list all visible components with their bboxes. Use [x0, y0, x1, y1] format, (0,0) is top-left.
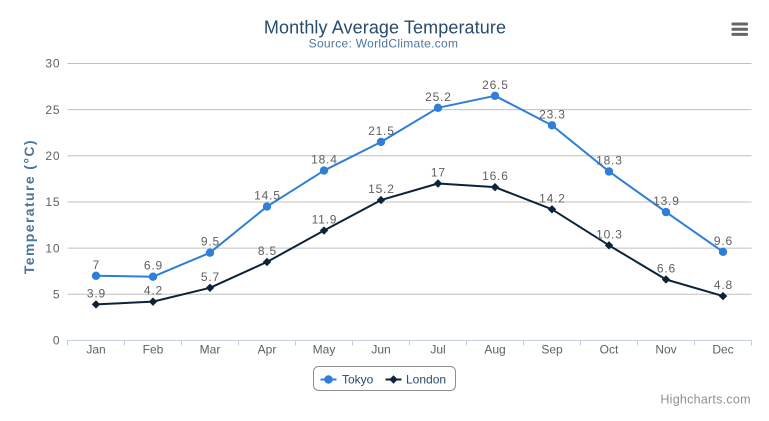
svg-text:Temperature (°C): Temperature (°C) — [21, 139, 37, 274]
svg-text:Jul: Jul — [430, 343, 445, 357]
svg-text:10.3: 10.3 — [596, 227, 623, 241]
svg-text:4.8: 4.8 — [714, 278, 733, 292]
svg-text:18.3: 18.3 — [596, 154, 623, 168]
svg-text:7: 7 — [93, 258, 100, 272]
svg-text:Highcharts.com: Highcharts.com — [660, 392, 750, 406]
svg-text:9.5: 9.5 — [201, 235, 220, 249]
svg-text:Source: WorldClimate.com: Source: WorldClimate.com — [309, 37, 459, 51]
svg-text:4.2: 4.2 — [144, 284, 163, 298]
svg-text:11.9: 11.9 — [312, 213, 338, 227]
svg-text:21.5: 21.5 — [368, 124, 395, 138]
svg-text:Nov: Nov — [655, 343, 676, 357]
svg-text:Feb: Feb — [143, 343, 164, 357]
svg-text:10: 10 — [45, 241, 60, 255]
svg-text:17: 17 — [431, 166, 446, 180]
svg-text:30: 30 — [45, 57, 60, 71]
svg-text:Monthly Average Temperature: Monthly Average Temperature — [264, 18, 506, 38]
svg-text:Oct: Oct — [600, 343, 619, 357]
svg-text:18.4: 18.4 — [311, 153, 338, 167]
svg-text:26.5: 26.5 — [482, 78, 509, 92]
svg-text:6.9: 6.9 — [144, 259, 163, 273]
svg-text:16.6: 16.6 — [482, 169, 509, 183]
svg-text:Jun: Jun — [371, 343, 390, 357]
svg-text:15: 15 — [45, 195, 60, 209]
svg-text:25: 25 — [45, 103, 60, 117]
svg-text:London: London — [406, 373, 446, 387]
svg-text:Mar: Mar — [200, 343, 221, 357]
svg-text:8.5: 8.5 — [258, 244, 277, 258]
svg-text:Dec: Dec — [712, 343, 733, 357]
svg-text:23.3: 23.3 — [539, 107, 566, 121]
svg-text:3.9: 3.9 — [87, 286, 106, 300]
svg-text:15.2: 15.2 — [368, 182, 395, 196]
svg-text:Jan: Jan — [86, 343, 105, 357]
svg-text:Sep: Sep — [541, 343, 563, 357]
svg-text:5: 5 — [53, 287, 60, 301]
svg-text:13.9: 13.9 — [653, 194, 680, 208]
svg-text:20: 20 — [45, 149, 60, 163]
svg-text:5.7: 5.7 — [201, 270, 220, 284]
svg-text:6.6: 6.6 — [657, 262, 676, 276]
svg-text:25.2: 25.2 — [425, 90, 452, 104]
svg-text:Aug: Aug — [484, 343, 505, 357]
svg-text:Tokyo: Tokyo — [342, 373, 374, 387]
svg-text:14.2: 14.2 — [539, 191, 566, 205]
svg-text:14.5: 14.5 — [254, 189, 281, 203]
svg-text:May: May — [313, 343, 336, 357]
svg-text:Apr: Apr — [258, 343, 277, 357]
svg-text:9.6: 9.6 — [714, 234, 733, 248]
svg-text:0: 0 — [53, 334, 60, 348]
